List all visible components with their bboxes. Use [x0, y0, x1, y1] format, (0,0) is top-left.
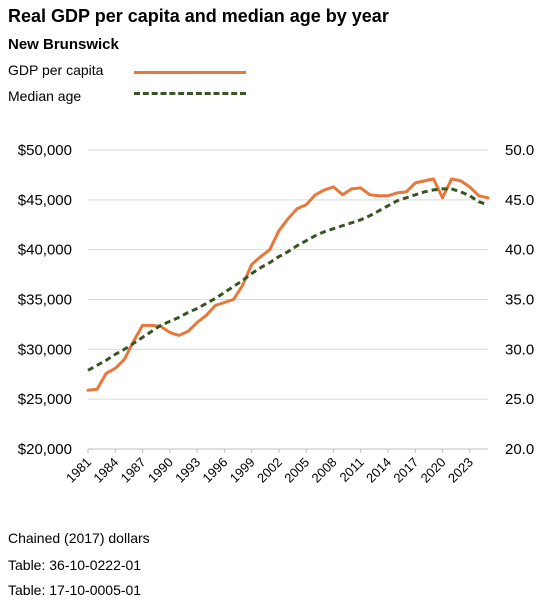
x-tick-label: 2017 [390, 455, 421, 486]
right-tick-label: 50.0 [505, 142, 534, 159]
right-tick-label: 45.0 [505, 192, 534, 209]
x-tick-label: 2011 [336, 455, 366, 485]
x-tick-label: 1987 [118, 455, 149, 486]
right-axis-ticks: 20.0 25.0 30.0 35.0 40.0 45.0 50.0 [505, 142, 534, 458]
note-source-age: Table: 17-10-0005-01 [8, 582, 142, 598]
x-tick-label: 1990 [145, 455, 176, 486]
series-line-median-age [87, 187, 489, 372]
x-tick-label: 2008 [309, 455, 340, 486]
series-lines [86, 177, 490, 392]
x-axis-ticks: 1981198419871990199319961999200220052008… [63, 449, 476, 486]
note-source-gdp: Table: 36-10-0222-01 [8, 557, 142, 573]
right-tick-label: 35.0 [505, 292, 534, 309]
legend-label-gdp: GDP per capita [8, 62, 104, 78]
left-tick-label: $35,000 [18, 292, 72, 309]
x-tick-label: 1984 [90, 455, 121, 486]
legend-swatch-gdp [134, 71, 246, 74]
left-tick-label: $45,000 [18, 192, 72, 209]
x-tick-label: 2014 [363, 455, 394, 486]
right-tick-label: 40.0 [505, 242, 534, 259]
right-tick-label: 30.0 [505, 341, 534, 358]
right-tick-label: 20.0 [505, 441, 534, 458]
x-tick-label: 2023 [445, 455, 476, 486]
left-tick-label: $25,000 [18, 391, 72, 408]
x-tick-label: 2005 [281, 455, 312, 486]
x-tick-label: 2020 [418, 455, 449, 486]
legend-label-median-age: Median age [8, 88, 82, 104]
gridlines [88, 149, 488, 450]
left-tick-label: $30,000 [18, 341, 72, 358]
left-tick-label: $50,000 [18, 142, 72, 159]
chart-title: Real GDP per capita and median age by ye… [8, 6, 389, 26]
left-axis-ticks: $20,000 $25,000 $30,000 $35,000 $40,000 $45,0… [18, 142, 72, 458]
series-line-gdp-per-capita [86, 177, 490, 392]
right-tick-label: 25.0 [505, 391, 534, 408]
note-units: Chained (2017) dollars [8, 530, 150, 546]
x-tick-label: 1996 [199, 455, 230, 486]
left-tick-label: $40,000 [18, 242, 72, 259]
x-tick-label: 1999 [227, 455, 258, 486]
left-tick-label: $20,000 [18, 441, 72, 458]
chart-subtitle: New Brunswick [8, 36, 119, 53]
x-tick-label: 1981 [63, 455, 94, 486]
x-tick-label: 2002 [254, 455, 285, 486]
legend-swatch-median-age [134, 92, 246, 95]
x-tick-label: 1993 [172, 455, 203, 486]
